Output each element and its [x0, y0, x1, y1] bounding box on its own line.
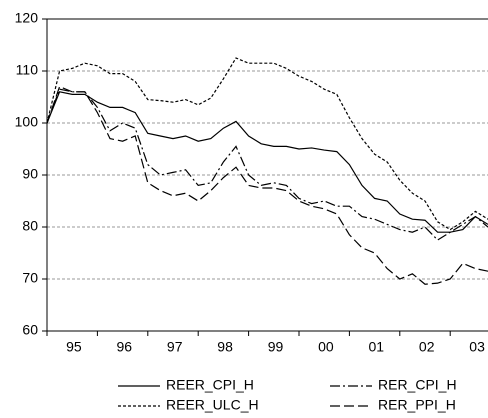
- legend-label: RER_CPI_H: [378, 377, 457, 393]
- x-tick-label: 96: [117, 339, 133, 355]
- y-tick-label: 90: [22, 166, 38, 182]
- legend-label: REER_CPI_H: [166, 377, 254, 393]
- x-tick-label: 95: [66, 339, 82, 355]
- series-line: [46, 57, 488, 231]
- y-tick-label: 80: [22, 218, 38, 234]
- x-tick-label: 00: [318, 339, 334, 355]
- y-tick-label: 120: [15, 10, 39, 26]
- y-tick-label: 60: [22, 322, 38, 338]
- x-tick-label: 03: [469, 339, 485, 355]
- series-line: [46, 85, 488, 285]
- x-tick-label: 02: [419, 339, 435, 355]
- series-line: [46, 91, 488, 233]
- x-tick-label: 98: [217, 339, 233, 355]
- x-tick-label: 01: [369, 339, 385, 355]
- y-tick-label: 100: [15, 114, 39, 130]
- y-tick-label: 70: [22, 270, 38, 286]
- y-tick-label: 110: [16, 62, 39, 78]
- x-tick-label: 99: [268, 339, 284, 355]
- legend-label: RER_PPI_H: [378, 397, 456, 413]
- series-line: [46, 88, 488, 241]
- x-tick-label: 97: [167, 339, 183, 355]
- legend-label: REER_ULC_H: [166, 397, 259, 413]
